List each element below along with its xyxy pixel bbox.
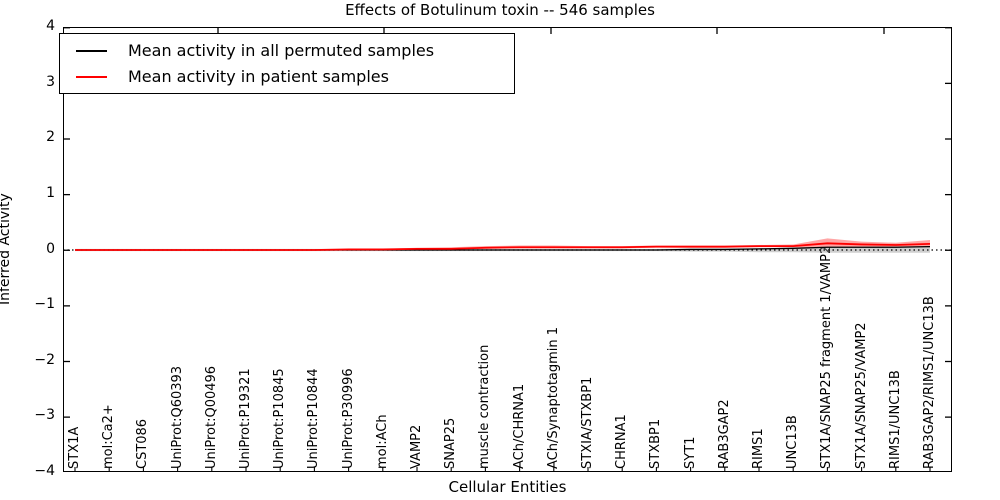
y-tick-label: 4 (46, 18, 55, 34)
y-tick-label: −3 (34, 407, 55, 424)
legend-label-permuted: Mean activity in all permuted samples (128, 41, 435, 60)
x-axis-label: Cellular Entities (448, 478, 567, 496)
y-tick-label: 0 (46, 240, 55, 257)
legend-label-patient: Mean activity in patient samples (128, 67, 389, 86)
y-tick-label: 3 (46, 73, 55, 90)
plot-svg (63, 27, 952, 472)
legend: Mean activity in all permuted samples Me… (59, 33, 515, 94)
patient-line-swatch (76, 75, 107, 78)
y-tick-label: 2 (46, 129, 55, 146)
y-tick-label: −2 (34, 351, 55, 368)
permuted-line-swatch (76, 49, 107, 52)
y-tick-label: −4 (34, 463, 55, 479)
y-tick-label: −1 (34, 296, 55, 313)
y-tick-label: 1 (46, 184, 55, 201)
legend-item-patient: Mean activity in patient samples (76, 67, 514, 86)
legend-item-permuted: Mean activity in all permuted samples (76, 41, 514, 60)
patient-mean-line (75, 242, 931, 251)
chart-title: Effects of Botulinum toxin -- 546 sample… (345, 1, 655, 19)
